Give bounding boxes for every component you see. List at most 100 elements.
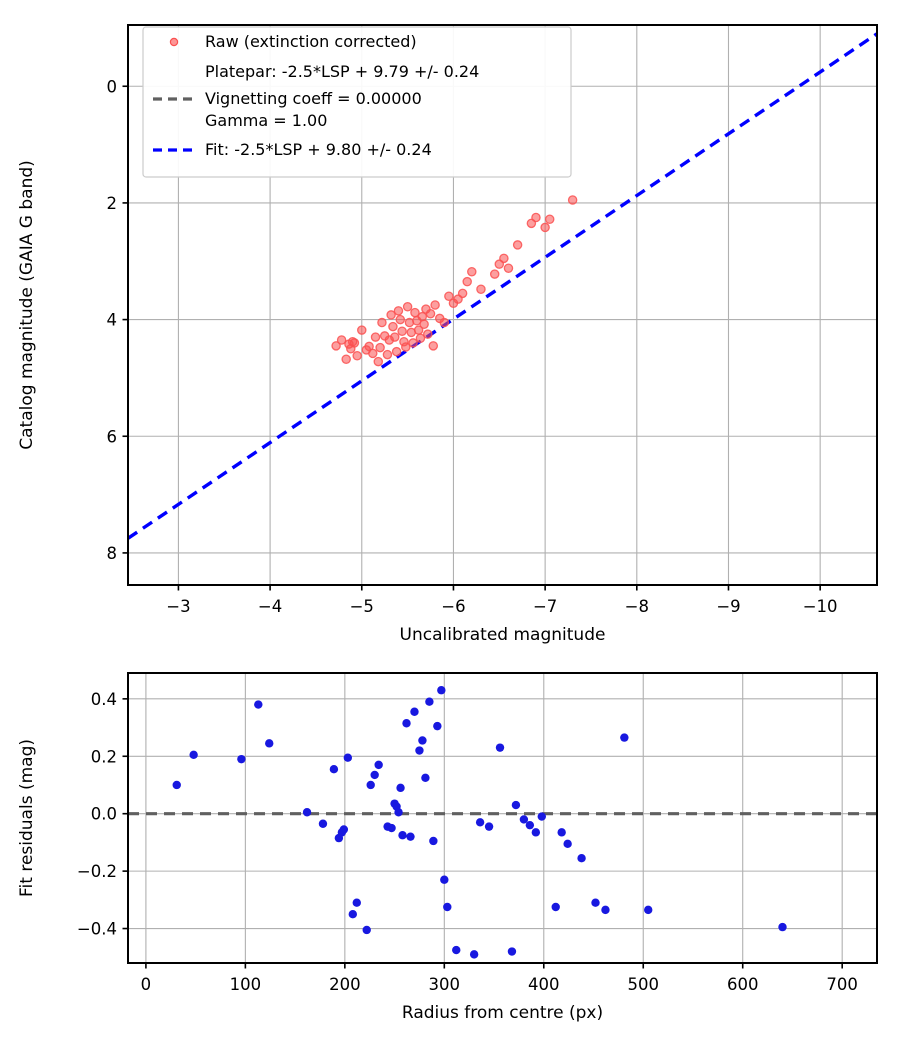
raw-data-point (336, 335, 347, 345)
residual-data-point (370, 770, 379, 780)
raw-data-point (388, 321, 398, 332)
raw-data-point (397, 326, 407, 336)
raw-data-point (341, 354, 351, 364)
residual-data-point (189, 750, 198, 760)
raw-data-point (503, 263, 514, 273)
residual-data-point (343, 753, 353, 762)
raw-data-point (428, 341, 439, 351)
raw-data-point (462, 276, 472, 287)
residual-data-point (302, 808, 312, 817)
residual-data-point (525, 820, 535, 830)
residual-data-point (318, 819, 328, 828)
legend-label: Fit: -2.5*LSP + 9.80 +/- 0.24 (205, 140, 432, 159)
x-tick-label: 600 (727, 975, 759, 994)
residual-data-point (484, 822, 494, 831)
y-tick-label: 0.2 (91, 747, 117, 766)
residual-data-point (362, 925, 371, 935)
tick-marks (122, 85, 821, 591)
residual-data-point (374, 760, 383, 770)
residual-data-point (437, 686, 446, 695)
x-tick-label: 700 (826, 975, 858, 994)
residual-data-point (519, 815, 529, 824)
raw-data-point (467, 266, 477, 277)
raw-data-point (391, 346, 402, 357)
raw-data-point (417, 311, 428, 322)
residual-data-point (591, 898, 600, 907)
residual-data-point (387, 823, 396, 833)
residual-data-point (254, 700, 263, 709)
x-tick-label: −3 (166, 597, 190, 616)
x-tick-label: 300 (429, 975, 461, 994)
y-tick-label: 4 (107, 311, 118, 330)
x-tick-label: −7 (533, 597, 557, 616)
raw-data-point (415, 333, 426, 343)
legend-label: Vignetting coeff = 0.00000 (205, 89, 422, 108)
x-tick-label: −6 (441, 597, 465, 616)
residual-data-point (418, 736, 427, 745)
raw-data-point (544, 214, 555, 224)
residual-data-point (406, 832, 415, 841)
residual-data-point (443, 902, 452, 912)
legend-entries: Raw (extinction corrected) Platepar: -2.5… (153, 32, 479, 159)
raw-data-point (390, 332, 400, 342)
axes-frame (127, 24, 878, 586)
residual-data-point (394, 808, 403, 817)
x-tick-label: −5 (350, 597, 374, 616)
residual-data-point (329, 764, 339, 774)
plot-background (128, 673, 877, 963)
residual-data-point (495, 743, 505, 752)
raw-scatter-group (331, 195, 578, 367)
y-tick-label: 0 (107, 77, 118, 96)
raw-data-point (476, 284, 486, 294)
y-tick-label: −0.4 (77, 920, 117, 939)
residual-data-point (475, 818, 485, 827)
y-tick-label: 6 (107, 427, 118, 446)
y-tick-label: 0.4 (91, 690, 117, 709)
raw-data-point (386, 310, 396, 320)
raw-data-point (373, 356, 384, 367)
residual-data-point (577, 853, 586, 863)
residuals-panel: 0 100 200 300 400 500 600 700 −0.4 −0.2 0.0 0.2 0.4 R… (0, 660, 900, 1050)
raw-data-point (382, 349, 393, 360)
x-tick-label: −9 (716, 597, 740, 616)
x-tick-label: 100 (230, 975, 262, 994)
raw-data-point (349, 338, 360, 348)
legend-label: Gamma = 1.00 (205, 111, 327, 130)
grid-lines (128, 673, 877, 963)
residual-data-point (433, 721, 442, 731)
residual-data-point (348, 909, 357, 919)
legend-box (142, 26, 572, 178)
raw-data-point (419, 319, 429, 329)
raw-data-point (423, 329, 433, 339)
raw-data-point (393, 306, 404, 316)
raw-data-point (439, 317, 450, 328)
residual-data-point (421, 773, 430, 783)
raw-data-point (499, 253, 509, 264)
raw-data-point (531, 212, 541, 223)
y-tick-label: 0.0 (91, 805, 117, 824)
raw-data-point (512, 240, 523, 250)
y-tick-label: 2 (107, 194, 118, 213)
raw-data-point (425, 308, 436, 319)
raw-data-point (402, 301, 413, 312)
x-tick-label: −4 (258, 597, 282, 616)
residual-data-point (237, 754, 246, 764)
residual-data-point (551, 902, 560, 912)
residual-data-point (410, 707, 419, 716)
residual-data-point (366, 780, 375, 790)
raw-data-point (567, 195, 578, 205)
x-tick-label: −8 (625, 597, 649, 616)
x-axis-label: Radius from centre (px) (402, 1003, 603, 1023)
axes-frame (127, 672, 878, 964)
raw-data-point (430, 300, 440, 310)
residual-data-point (339, 825, 349, 834)
raw-data-point (370, 332, 381, 342)
residual-data-point (537, 812, 546, 821)
raw-data-point (368, 348, 378, 359)
legend-label: Platepar: -2.5*LSP + 9.79 +/- 0.24 (205, 62, 479, 81)
residual-data-point (601, 905, 610, 915)
residual-data-point (440, 875, 449, 884)
calibration-plot: −3 −4 −5 −6 −7 −8 −9 −10 0 2 4 6 8 Uncalibrated magni… (17, 24, 878, 645)
legend-label: Raw (extinction corrected) (205, 32, 417, 51)
raw-data-point (489, 269, 500, 279)
